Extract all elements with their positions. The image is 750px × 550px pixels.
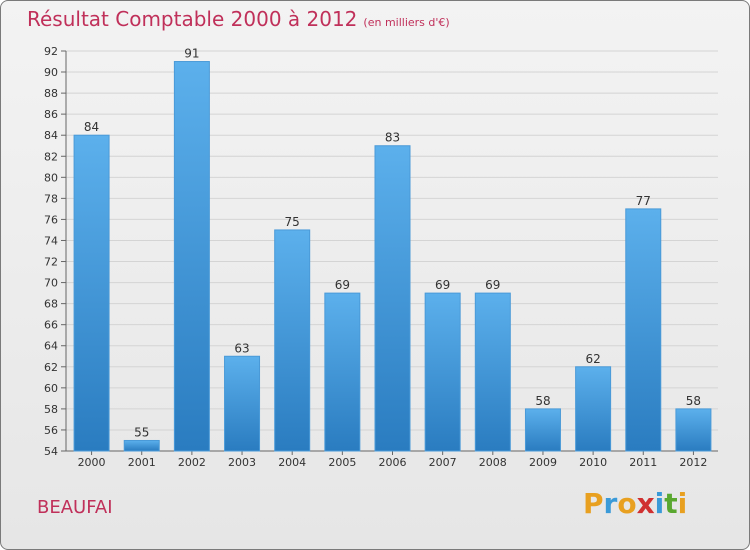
bar-2010 [575,366,612,452]
value-label-2003: 63 [234,341,249,355]
value-label-2012: 58 [686,394,701,408]
y-tick-label: 84 [44,129,58,142]
bar-2001 [123,439,160,452]
y-tick-label: 80 [44,171,58,184]
chart-title-text: Résultat Comptable 2000 à 2012 [27,7,358,31]
x-tick-label-2002: 2002 [178,456,206,469]
x-tick-label-2004: 2004 [278,456,306,469]
logo-letter: o [617,487,637,520]
bar-2007 [424,292,461,452]
y-tick-label: 56 [44,424,58,437]
bar-2000 [73,134,110,452]
value-label-2008: 69 [485,278,500,292]
x-tick-label-2009: 2009 [529,456,557,469]
x-tick-label-2006: 2006 [379,456,407,469]
y-tick-label: 68 [44,298,58,311]
y-tick-label: 58 [44,403,58,416]
y-tick-label: 90 [44,66,58,79]
value-label-2002: 91 [184,47,199,61]
value-label-2006: 83 [385,131,400,145]
logo-letter: r [603,487,618,520]
y-tick-label: 62 [44,361,58,374]
x-tick-label-2010: 2010 [579,456,607,469]
y-tick-label: 70 [44,277,58,290]
y-tick-label: 60 [44,382,58,395]
logo-letter: i [654,487,665,520]
y-tick-label: 54 [44,445,58,458]
bar-2006 [374,145,411,452]
bar-2011 [625,208,662,452]
chart-title: Résultat Comptable 2000 à 2012 (en millie… [27,7,450,31]
x-tick-label-2005: 2005 [328,456,356,469]
y-tick-label: 88 [44,87,58,100]
y-tick-label: 72 [44,256,58,269]
value-label-2001: 55 [134,425,149,439]
x-tick-label-2011: 2011 [629,456,657,469]
bar-2004 [274,229,311,452]
logo-letter: x [636,487,655,520]
x-tick-label-2008: 2008 [479,456,507,469]
value-label-2000: 84 [84,120,99,134]
x-tick-label-2012: 2012 [679,456,707,469]
chart-subtitle: (en milliers d'€) [363,16,450,29]
x-tick-label-2001: 2001 [128,456,156,469]
label-layer: 84 55 91 63 75 69 83 69 69 58 62 77 58 [84,47,701,440]
x-tick-label-2007: 2007 [429,456,457,469]
value-label-2009: 58 [535,394,550,408]
x-tick-label-2003: 2003 [228,456,256,469]
proxiti-logo: Proxiti [583,487,687,520]
value-label-2005: 69 [335,278,350,292]
y-tick-label: 92 [44,45,58,58]
y-tick-label: 78 [44,192,58,205]
bar-2005 [324,292,361,452]
value-label-2007: 69 [435,278,450,292]
bar-2012 [675,408,712,452]
y-tick-label: 76 [44,213,58,226]
bar-2002 [173,61,210,452]
logo-letter: i [677,487,688,520]
value-label-2010: 62 [585,352,600,366]
logo-letter: t [664,487,678,520]
bar-2008 [474,292,511,452]
y-tick-label: 86 [44,108,58,121]
bar-2009 [524,408,561,452]
value-label-2011: 77 [636,194,651,208]
logo-letter: P [583,487,604,520]
bar-layer [73,61,712,452]
value-label-2004: 75 [285,215,300,229]
y-tick-label: 66 [44,319,58,332]
bar-2003 [224,355,261,452]
commune-name: BEAUFAI [37,497,113,518]
x-tick-label-2000: 2000 [78,456,106,469]
y-tick-label: 64 [44,340,58,353]
y-tick-label: 74 [44,234,58,247]
y-tick-label: 82 [44,150,58,163]
